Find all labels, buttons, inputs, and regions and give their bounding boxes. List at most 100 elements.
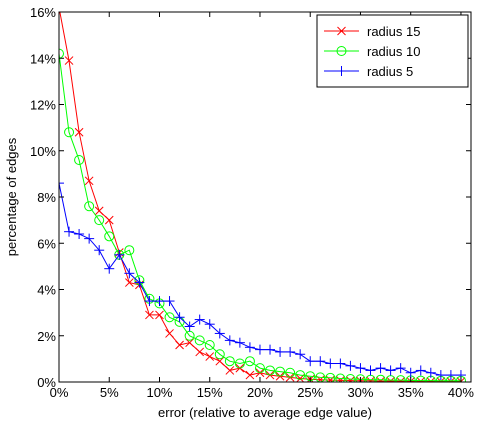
data-point-plus bbox=[104, 263, 115, 274]
data-point-x bbox=[336, 376, 345, 382]
data-point-circle bbox=[375, 374, 386, 382]
data-point-x bbox=[366, 376, 375, 382]
data-point-circle bbox=[355, 374, 366, 382]
data-point-x bbox=[165, 329, 174, 338]
data-point-plus bbox=[134, 277, 145, 288]
data-point-plus bbox=[315, 356, 326, 367]
data-point-plus bbox=[204, 319, 215, 330]
data-point-circle bbox=[59, 48, 64, 59]
data-point-circle bbox=[275, 366, 286, 377]
data-point-circle bbox=[385, 375, 396, 382]
data-point-plus bbox=[415, 365, 426, 376]
data-point-circle bbox=[254, 363, 265, 374]
data-point-circle bbox=[295, 370, 306, 381]
data-point-plus bbox=[244, 342, 255, 353]
data-point-plus bbox=[345, 360, 356, 371]
data-point-circle bbox=[164, 312, 175, 323]
y-tick-label: 14% bbox=[30, 51, 56, 66]
data-point-plus bbox=[275, 346, 286, 357]
y-tick-label: 6% bbox=[37, 236, 56, 251]
data-point-circle bbox=[395, 375, 406, 382]
series-layer bbox=[55, 3, 466, 382]
y-tick-label: 10% bbox=[30, 144, 56, 159]
data-point-plus bbox=[405, 367, 416, 378]
x-tick-label: 5% bbox=[100, 385, 119, 400]
data-point-x bbox=[215, 356, 225, 366]
legend-marker-plus bbox=[336, 66, 347, 76]
data-point-x bbox=[64, 56, 74, 65]
data-point-x bbox=[386, 376, 395, 382]
data-point-x bbox=[416, 376, 426, 382]
data-point-plus bbox=[425, 367, 436, 378]
data-point-plus bbox=[435, 370, 446, 381]
series-1 bbox=[59, 48, 466, 382]
data-point-plus bbox=[114, 249, 125, 260]
data-point-plus bbox=[64, 226, 75, 237]
data-point-plus bbox=[194, 314, 205, 325]
y-tick-label: 0% bbox=[37, 375, 56, 390]
data-point-circle bbox=[104, 231, 115, 242]
data-point-plus bbox=[74, 229, 85, 239]
data-point-x bbox=[74, 127, 84, 137]
data-point-circle bbox=[265, 365, 276, 376]
legend-entry: radius 5 bbox=[324, 64, 413, 79]
legend-marker-x bbox=[337, 26, 346, 36]
data-point-x bbox=[55, 3, 63, 11]
y-tick-label: 12% bbox=[30, 98, 56, 113]
data-point-circle bbox=[415, 375, 426, 382]
x-tick-label: 25% bbox=[297, 385, 323, 400]
data-point-circle bbox=[214, 349, 225, 360]
data-point-plus bbox=[445, 370, 456, 381]
data-point-circle bbox=[204, 340, 215, 350]
y-tick-label: 2% bbox=[37, 329, 56, 344]
data-point-circle bbox=[285, 367, 296, 378]
data-point-plus bbox=[295, 349, 306, 360]
legend-entry: radius 15 bbox=[324, 24, 420, 39]
data-point-x bbox=[396, 376, 406, 382]
data-point-x bbox=[124, 278, 134, 287]
data-point-circle bbox=[325, 372, 336, 382]
legend-label: radius 15 bbox=[367, 24, 420, 39]
data-point-plus bbox=[285, 346, 296, 357]
data-point-circle bbox=[64, 127, 75, 138]
data-point-plus bbox=[305, 356, 316, 367]
data-point-plus bbox=[154, 296, 165, 307]
data-point-plus bbox=[59, 178, 64, 189]
axes-layer: 0% 5% 10% 15% 20% 25% 30% 35% 40% 0% 2% 4% 6% 8% 10% 12… bbox=[30, 5, 474, 400]
x-tick-label: 15% bbox=[197, 385, 223, 400]
data-point-plus bbox=[325, 358, 336, 369]
data-point-circle bbox=[84, 201, 95, 212]
data-point-plus bbox=[84, 233, 95, 244]
y-tick-label: 8% bbox=[37, 190, 56, 205]
series-line bbox=[59, 53, 461, 382]
data-point-x bbox=[104, 215, 114, 225]
x-tick-label: 20% bbox=[247, 385, 273, 400]
y-tick-label: 16% bbox=[30, 5, 56, 20]
series-2 bbox=[59, 178, 466, 381]
data-point-x bbox=[84, 176, 94, 186]
data-point-circle bbox=[94, 215, 105, 226]
data-point-circle bbox=[124, 245, 135, 256]
data-point-plus bbox=[355, 363, 366, 374]
data-point-plus bbox=[164, 296, 175, 307]
data-point-plus bbox=[385, 365, 396, 376]
data-point-x bbox=[175, 340, 184, 350]
legend-label: radius 5 bbox=[367, 64, 413, 79]
data-point-x bbox=[155, 310, 164, 320]
data-point-x bbox=[195, 347, 205, 357]
data-point-x bbox=[145, 310, 154, 320]
legend: radius 15 radius 10 radius 5 bbox=[316, 14, 469, 88]
data-point-circle bbox=[335, 373, 346, 382]
data-point-circle bbox=[74, 155, 85, 165]
x-tick-label: 35% bbox=[398, 385, 424, 400]
data-point-circle bbox=[234, 358, 245, 369]
data-point-x bbox=[94, 206, 104, 216]
data-point-plus bbox=[174, 312, 185, 323]
data-point-plus bbox=[265, 344, 276, 355]
data-point-x bbox=[376, 376, 385, 382]
x-tick-label: 0% bbox=[50, 385, 69, 400]
x-tick-label: 30% bbox=[347, 385, 373, 400]
data-point-plus bbox=[234, 337, 245, 348]
y-tick-label: 4% bbox=[37, 283, 56, 298]
